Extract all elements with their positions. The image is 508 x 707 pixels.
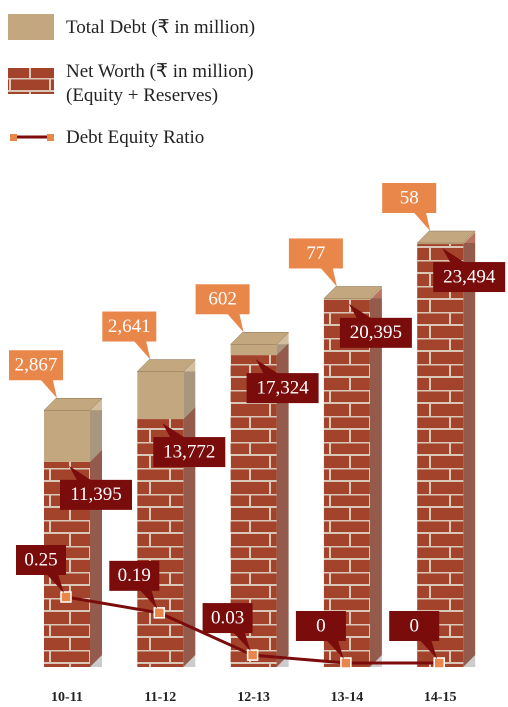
bar: [44, 410, 90, 462]
legend-marker: [10, 134, 17, 141]
value-label-box: [9, 350, 63, 381]
line-label: 0.25: [16, 545, 66, 593]
line-label: 0: [389, 611, 440, 659]
value-label-text: 2,641: [108, 316, 151, 337]
line-marker: [153, 607, 166, 619]
value-label-box: [246, 373, 319, 404]
bar-side-shade: [90, 461, 102, 667]
line-label: 0: [295, 611, 346, 659]
value-label: 13,772: [153, 423, 226, 468]
line-marker: [60, 591, 72, 603]
value-label-box: [195, 284, 250, 315]
legend-label: Net Worth (₹ in million) (Equity + Reser…: [66, 61, 254, 106]
x-tick-label: 11-12: [144, 690, 176, 705]
line-label-text: 0: [316, 615, 326, 636]
bar-side-shade: [90, 410, 102, 462]
legend-swatch: [8, 14, 54, 40]
bar-side: [183, 407, 196, 667]
value-label-text: 23,494: [443, 266, 496, 287]
bar-side-shade: [276, 355, 289, 667]
legend-label: Total Debt (₹ in million): [66, 17, 256, 38]
value-label-text: 13,772: [163, 441, 215, 462]
value-label-text: 77: [306, 243, 325, 264]
line-label: 0.03: [202, 603, 253, 652]
bar: [417, 243, 464, 245]
value-label-text: 2,867: [15, 355, 58, 376]
bar-side-shade: [463, 244, 476, 667]
value-label-box: [339, 317, 412, 348]
value-label-text: 17,324: [256, 377, 309, 398]
value-label: 17,324: [246, 359, 319, 404]
legend-swatch: [8, 68, 54, 94]
bar: [230, 344, 277, 356]
value-label: 602: [195, 284, 250, 333]
line-marker: [246, 649, 259, 661]
bar-side-shade: [276, 344, 289, 356]
bar-side-shade: [369, 299, 382, 667]
bar-top: [43, 397, 103, 411]
bar-top: [229, 332, 290, 345]
value-label-box: [60, 479, 132, 510]
value-label: 23,494: [433, 248, 506, 293]
value-label-text: 11,395: [70, 484, 122, 505]
line-label-box: [389, 611, 440, 641]
bar-side: [276, 332, 289, 356]
line-label-box: [202, 603, 253, 634]
bar-side-shade: [463, 243, 476, 245]
bar-side: [369, 287, 382, 667]
bar-side: [463, 232, 476, 667]
bar-top: [323, 286, 383, 299]
value-label-box: [288, 238, 343, 269]
x-tick-label: 14-15: [424, 690, 457, 705]
line-marker: [340, 657, 352, 669]
bar-side: [276, 343, 289, 667]
bar: [323, 298, 370, 300]
bar-side: [90, 398, 102, 462]
line-label-box: [16, 545, 66, 575]
bar-side-shade: [183, 419, 196, 667]
x-tick-label: 10-11: [51, 690, 83, 705]
bar-side-shade: [369, 298, 382, 300]
value-label: 2,867: [9, 350, 63, 399]
line-label-text: 0.03: [211, 607, 244, 628]
bar-top: [136, 359, 196, 372]
line-label-box: [295, 611, 346, 641]
bar: [323, 299, 370, 667]
line-label: 0.19: [109, 560, 160, 609]
legend-label: Debt Equity Ratio: [66, 127, 205, 148]
value-label: 2,641: [102, 311, 157, 360]
value-label-text: 20,395: [350, 322, 402, 343]
line-label-box: [109, 560, 160, 591]
x-tick-label: 12-13: [237, 690, 270, 705]
value-label: 77: [288, 238, 343, 287]
value-label-box: [102, 311, 157, 342]
value-label-text: 602: [208, 289, 237, 310]
bar-side: [183, 359, 196, 420]
line-label-text: 0.25: [24, 549, 57, 570]
value-label-box: [153, 437, 226, 468]
bar: [417, 244, 464, 667]
value-label: 11,395: [60, 465, 132, 510]
line-label-text: 0: [409, 615, 419, 636]
value-label: 58: [382, 183, 437, 231]
x-tick-label: 13-14: [331, 690, 364, 705]
legend-marker: [47, 134, 54, 141]
value-label-text: 58: [400, 187, 419, 208]
bar: [137, 371, 184, 420]
value-label-box: [433, 262, 506, 293]
line-marker: [433, 657, 445, 669]
line-label-text: 0.19: [118, 565, 151, 586]
value-label-box: [382, 183, 437, 213]
bar-side-shade: [183, 371, 196, 420]
value-label: 20,395: [339, 303, 412, 348]
bar-top: [416, 230, 476, 244]
